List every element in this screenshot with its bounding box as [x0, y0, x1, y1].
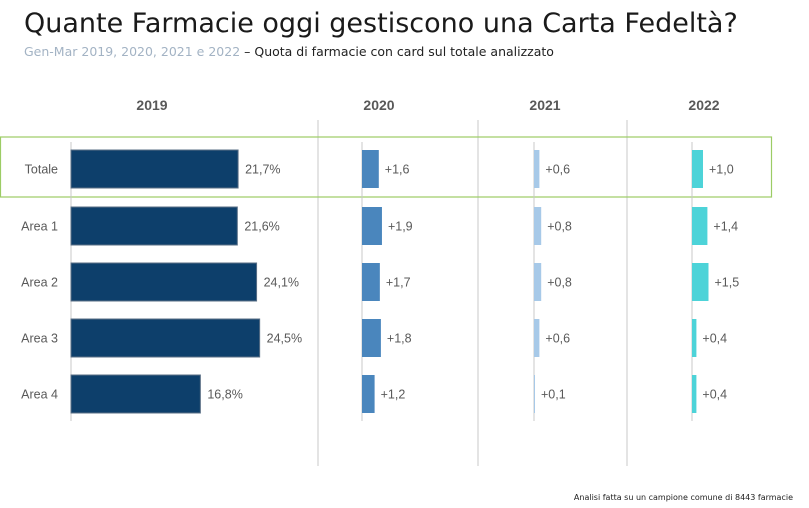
- panel-header-2020: 2020: [363, 97, 394, 113]
- value-label-2020-area-4: +1,2: [381, 388, 406, 402]
- subtitle-years: Gen-Mar 2019, 2020, 2021 e 2022: [24, 44, 241, 59]
- bar-2020-area-4: [362, 375, 375, 413]
- bar-2019-area-4: [70, 374, 201, 414]
- panel-header-2019: 2019: [136, 97, 167, 113]
- bar-2022-area-4: [692, 375, 697, 413]
- bar-2019-totale: [70, 149, 239, 189]
- bar-2022-area-2: [692, 263, 709, 301]
- value-label-2021-area-1: +0,8: [547, 220, 572, 234]
- value-label-2019-area-3: 24,5%: [267, 332, 302, 346]
- bar-2019-area-2: [70, 262, 258, 302]
- footnote: Analisi fatta su un campione comune di 8…: [573, 493, 793, 502]
- value-label-2022-area-3: +0,4: [702, 332, 727, 346]
- bar-2022-totale: [692, 150, 703, 188]
- bar-2020-area-3: [362, 319, 381, 357]
- value-label-2021-area-4: +0,1: [541, 388, 566, 402]
- value-label-2020-area-1: +1,9: [388, 220, 413, 234]
- category-label-area-4: Area 4: [21, 388, 58, 402]
- value-label-2021-area-2: +0,8: [547, 276, 572, 290]
- category-label-totale: Totale: [25, 163, 58, 177]
- panel-header-2022: 2022: [688, 97, 719, 113]
- bar-2022-area-1: [692, 207, 708, 245]
- bar-2021-area-2: [534, 263, 542, 301]
- bar-2020-totale: [362, 150, 379, 188]
- subtitle-description: – Quota di farmacie con card sul totale …: [240, 44, 554, 59]
- chart-subtitle: Gen-Mar 2019, 2020, 2021 e 2022 – Quota …: [24, 44, 554, 59]
- value-label-2020-totale: +1,6: [385, 163, 410, 177]
- value-label-2019-area-1: 21,6%: [244, 220, 279, 234]
- value-label-2020-area-2: +1,7: [386, 276, 411, 290]
- value-label-2022-totale: +1,0: [709, 163, 734, 177]
- value-label-2021-area-3: +0,6: [545, 332, 570, 346]
- value-label-2022-area-4: +0,4: [702, 388, 727, 402]
- value-label-2019-area-4: 16,8%: [207, 388, 242, 402]
- panel-header-2021: 2021: [529, 97, 560, 113]
- category-label-area-3: Area 3: [21, 332, 58, 346]
- bar-2021-area-3: [534, 319, 540, 357]
- highlight-box-totale: [0, 136, 773, 198]
- category-label-area-2: Area 2: [21, 276, 58, 290]
- value-label-2020-area-3: +1,8: [387, 332, 412, 346]
- chart-title: Quante Farmacie oggi gestiscono una Cart…: [24, 8, 738, 39]
- bar-2022-area-3: [692, 319, 697, 357]
- value-label-2022-area-2: +1,5: [715, 276, 740, 290]
- bar-2019-area-1: [70, 206, 238, 246]
- category-label-area-1: Area 1: [21, 220, 58, 234]
- bar-2021-totale: [534, 150, 540, 188]
- bar-2020-area-2: [362, 263, 380, 301]
- value-label-2019-area-2: 24,1%: [264, 276, 299, 290]
- bar-2020-area-1: [362, 207, 382, 245]
- value-label-2019-totale: 21,7%: [245, 163, 280, 177]
- value-label-2022-area-1: +1,4: [713, 220, 738, 234]
- bar-2019-area-3: [70, 318, 261, 358]
- bar-2021-area-1: [534, 207, 542, 245]
- bar-2021-area-4: [534, 375, 535, 413]
- value-label-2021-totale: +0,6: [545, 163, 570, 177]
